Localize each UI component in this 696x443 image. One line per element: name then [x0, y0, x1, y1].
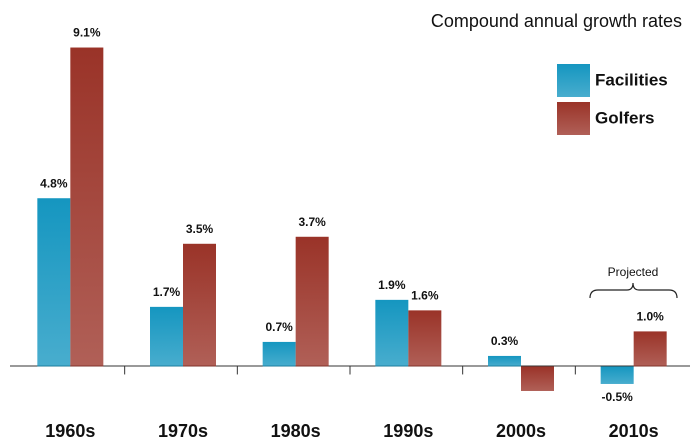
bar [295, 236, 329, 367]
bar [408, 310, 442, 367]
value-label: 1.9% [378, 278, 406, 292]
x-tick-label: 2010s [609, 421, 659, 441]
bar [488, 355, 521, 367]
x-tick-label: 1970s [158, 421, 208, 441]
x-tick-label: 1960s [45, 421, 95, 441]
value-label: 0.3% [491, 334, 519, 348]
legend-swatch [557, 64, 590, 97]
value-label: 1.7% [153, 285, 181, 299]
bar [150, 306, 183, 367]
annotation: Projected [608, 265, 659, 279]
bar [183, 243, 216, 367]
bar [633, 331, 667, 367]
value-label: 0.7% [265, 320, 293, 334]
legend-label: Facilities [595, 70, 668, 89]
x-tick-label: 1980s [271, 421, 321, 441]
value-label: 4.8% [40, 176, 68, 190]
bar [521, 366, 554, 391]
value-label: 1.6% [411, 289, 439, 303]
bar [262, 341, 296, 367]
value-label: 9.1% [73, 26, 101, 40]
value-label: 3.5% [186, 222, 214, 236]
x-tick-label: 1990s [383, 421, 433, 441]
legend-label: Golfers [595, 108, 655, 127]
legend-swatch [557, 102, 590, 135]
x-tick-label: 2000s [496, 421, 546, 441]
chart-subtitle: Compound annual growth rates [431, 11, 682, 31]
projected-brace [589, 282, 678, 299]
bar [37, 198, 71, 367]
bar [70, 47, 104, 367]
value-label: 1.0% [636, 310, 664, 324]
value-label: -0.5% [601, 390, 633, 404]
value-label: 3.7% [298, 215, 326, 229]
bar [375, 299, 409, 367]
bar [600, 366, 634, 384]
